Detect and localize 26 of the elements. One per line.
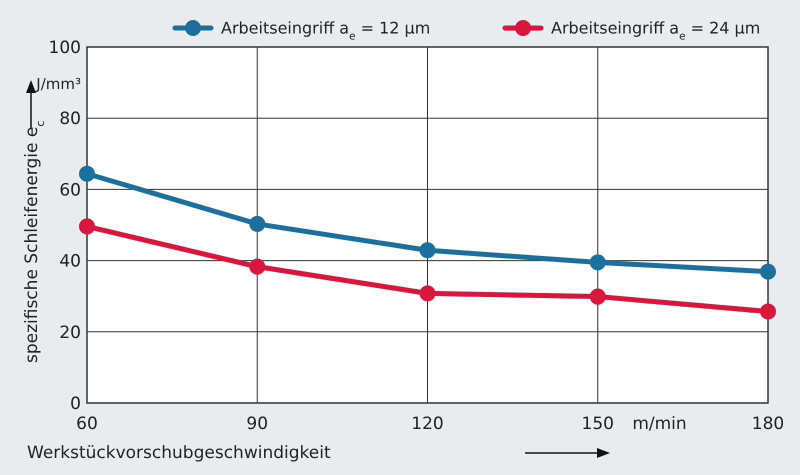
point: [79, 166, 95, 182]
x-tick-label: 90: [246, 414, 268, 434]
point: [420, 242, 436, 258]
text: J/mm³: [35, 75, 81, 93]
point: [760, 264, 776, 280]
point: [249, 216, 266, 232]
x-tick-label: 150: [582, 414, 614, 434]
x-tick-label: 60: [76, 414, 98, 434]
y-tick-label: 60: [59, 180, 81, 200]
y-tick-label: 80: [59, 109, 81, 130]
x-axis-title: Werkstückvorschubgeschwindigkeit: [27, 443, 331, 463]
y-tick-label: 20: [59, 322, 81, 343]
legend-label: Arbeitseingriff a$_{e}$ = 12 µm: [221, 18, 430, 43]
point: [760, 304, 776, 320]
point: [420, 285, 436, 302]
x-tick-label: 180: [752, 414, 784, 434]
x-tick-label: 120: [411, 414, 444, 434]
y-tick-label: 40: [59, 252, 81, 272]
point: [79, 218, 95, 234]
point: [590, 254, 606, 270]
y-tick-label: 0: [70, 394, 81, 414]
point: [249, 258, 266, 275]
y-tick-label: 100: [48, 38, 81, 58]
text: m/min: [632, 414, 687, 434]
point: [590, 288, 606, 305]
legend-label: Arbeitseingriff a$_{e}$ = 24 µm: [551, 18, 760, 43]
